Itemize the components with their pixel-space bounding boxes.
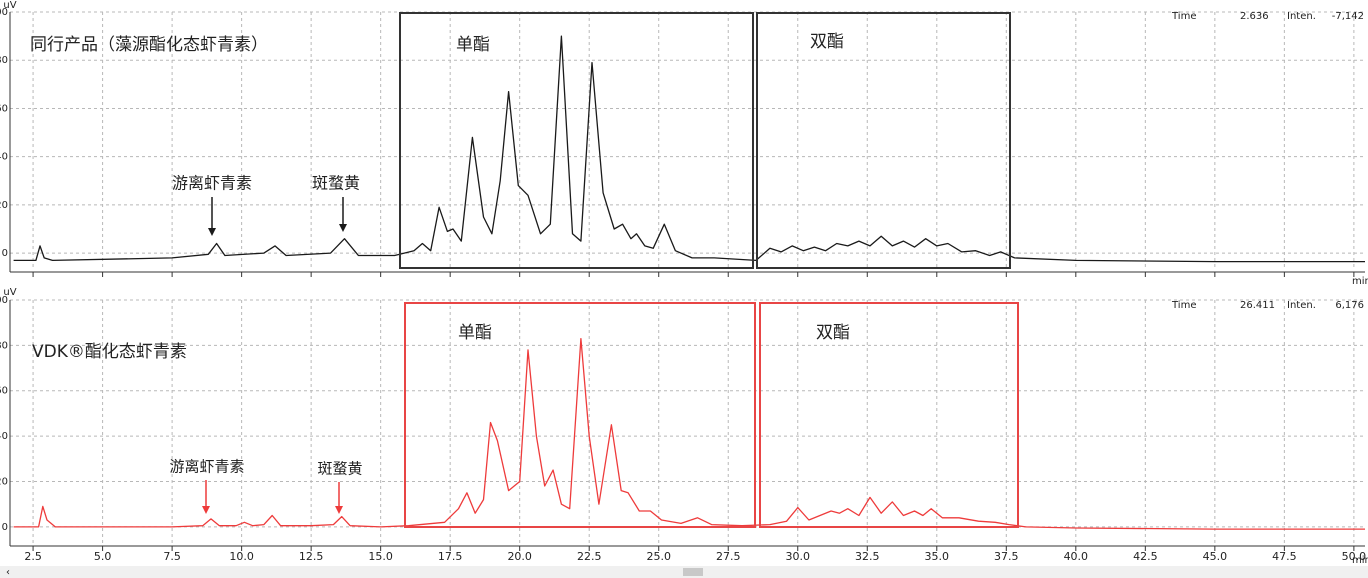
y-tick-label: 80 xyxy=(0,55,8,66)
x-tick-label: 50.0 xyxy=(1342,550,1367,563)
y-tick-label: 60 xyxy=(0,386,8,397)
x-tick-label: 30.0 xyxy=(786,550,811,563)
x-tick-label: 10.0 xyxy=(229,550,254,563)
x-tick-label: 22.5 xyxy=(577,550,602,563)
peak-annotation: 斑蝥黄 xyxy=(312,174,360,193)
x-tick-label: 35.0 xyxy=(925,550,950,563)
region-box xyxy=(756,12,1011,269)
peak-annotation: 游离虾青素 xyxy=(169,458,244,476)
trace xyxy=(13,337,1365,530)
y-tick-label: 0 xyxy=(2,248,8,259)
x-tick-label: 32.5 xyxy=(855,550,880,563)
cursor-time: 26.411 xyxy=(1240,300,1275,311)
y-tick-label: 80 xyxy=(0,340,8,351)
x-tick-label: 42.5 xyxy=(1133,550,1158,563)
cursor-intensity-label: Inten. xyxy=(1287,300,1316,311)
x-tick-label: 40.0 xyxy=(1064,550,1089,563)
scrollbar-thumb[interactable] xyxy=(683,568,703,576)
region-box xyxy=(759,302,1019,528)
x-tick-label: 20.0 xyxy=(507,550,532,563)
x-tick-label: 7.5 xyxy=(163,550,181,563)
trace xyxy=(13,35,1365,263)
y-tick-label: 20 xyxy=(0,476,8,487)
y-tick-label: 100 xyxy=(0,295,8,306)
region-label: 双酯 xyxy=(816,323,850,343)
cursor-time-label: Time xyxy=(1171,300,1196,311)
y-tick-label: 40 xyxy=(0,152,8,163)
x-tick-label: 37.5 xyxy=(994,550,1019,563)
peak-annotation: 斑蝥黄 xyxy=(317,460,362,478)
region-label: 双酯 xyxy=(810,32,844,52)
y-tick-label: 20 xyxy=(0,200,8,211)
y-tick-label: 40 xyxy=(0,431,8,442)
annotation-arrowhead xyxy=(208,228,216,236)
x-tick-label: 5.0 xyxy=(94,550,112,563)
cursor-time: 2.636 xyxy=(1240,11,1269,22)
x-tick-label: 45.0 xyxy=(1203,550,1228,563)
y-axis-unit: uV xyxy=(3,0,16,11)
region-label: 单酯 xyxy=(458,323,492,343)
y-tick-label: 100 xyxy=(0,7,8,18)
annotation-arrowhead xyxy=(339,224,347,232)
x-tick-label: 25.0 xyxy=(646,550,671,563)
x-tick-label: 2.5 xyxy=(24,550,42,563)
annotation-arrowhead xyxy=(335,506,343,514)
region-box xyxy=(399,12,754,269)
panel-title: VDK®酯化态虾青素 xyxy=(32,342,187,362)
annotation-arrowhead xyxy=(202,506,210,514)
cursor-intensity-label: Inten. xyxy=(1287,11,1316,22)
cursor-intensity: 6,176 xyxy=(1335,300,1364,311)
region-box xyxy=(404,302,756,528)
x-tick-label: 12.5 xyxy=(299,550,324,563)
peak-annotation: 游离虾青素 xyxy=(172,174,252,193)
x-axis-unit: min xyxy=(1352,276,1368,287)
y-tick-label: 0 xyxy=(2,522,8,533)
x-tick-label: 27.5 xyxy=(716,550,741,563)
cursor-time-label: Time xyxy=(1171,11,1196,22)
cursor-intensity: -7,142 xyxy=(1332,11,1364,22)
y-axis-unit: uV xyxy=(3,287,16,298)
x-tick-label: 15.0 xyxy=(368,550,393,563)
x-axis-unit: min xyxy=(1352,555,1368,566)
scroll-left[interactable]: ‹ xyxy=(6,567,10,578)
x-tick-label: 17.5 xyxy=(438,550,463,563)
region-label: 单酯 xyxy=(456,35,490,55)
panel-title: 同行产品（藻源酯化态虾青素） xyxy=(30,35,268,55)
x-tick-label: 47.5 xyxy=(1272,550,1297,563)
y-tick-label: 60 xyxy=(0,103,8,114)
